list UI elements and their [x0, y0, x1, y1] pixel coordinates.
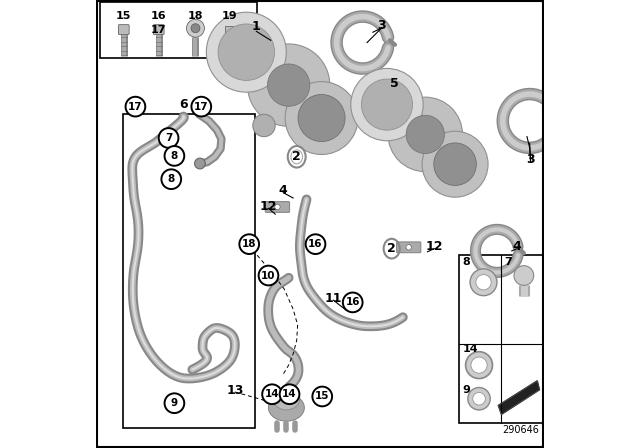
Text: 6: 6 [179, 98, 188, 112]
Text: 17: 17 [150, 25, 166, 35]
Ellipse shape [206, 12, 286, 92]
Text: 18: 18 [188, 11, 203, 21]
Circle shape [275, 204, 280, 210]
Bar [459, 255, 543, 423]
Circle shape [191, 24, 200, 33]
Text: 7: 7 [165, 133, 172, 143]
Text: 7: 7 [504, 257, 513, 267]
Text: 12: 12 [426, 240, 443, 254]
Circle shape [253, 114, 275, 137]
Bar [100, 2, 257, 58]
Text: 15: 15 [315, 392, 330, 401]
Ellipse shape [351, 69, 423, 141]
Text: 15: 15 [116, 11, 131, 21]
Text: 2: 2 [292, 150, 301, 164]
Text: 1: 1 [252, 20, 260, 34]
Text: 13: 13 [226, 383, 244, 397]
FancyBboxPatch shape [118, 25, 129, 34]
Polygon shape [499, 381, 540, 414]
Circle shape [306, 234, 325, 254]
Text: 2: 2 [387, 242, 396, 255]
Circle shape [466, 352, 493, 379]
Text: 4: 4 [279, 184, 287, 198]
Ellipse shape [285, 82, 358, 155]
Ellipse shape [298, 95, 345, 142]
Circle shape [473, 392, 485, 405]
Text: 16: 16 [308, 239, 323, 249]
Circle shape [259, 266, 278, 285]
FancyBboxPatch shape [266, 202, 289, 212]
Circle shape [470, 269, 497, 296]
Ellipse shape [268, 64, 310, 106]
Text: 17: 17 [194, 102, 209, 112]
Circle shape [125, 97, 145, 116]
Circle shape [239, 234, 259, 254]
Text: 18: 18 [242, 239, 257, 249]
Text: 14: 14 [463, 345, 478, 354]
Text: 16: 16 [150, 11, 166, 21]
Circle shape [471, 357, 487, 373]
Text: 14: 14 [265, 389, 280, 399]
Circle shape [262, 384, 282, 404]
Text: 9: 9 [463, 385, 470, 395]
Text: 3: 3 [526, 153, 535, 167]
Text: 12: 12 [260, 200, 277, 213]
Circle shape [514, 266, 534, 285]
FancyBboxPatch shape [154, 25, 164, 34]
Text: 8: 8 [168, 174, 175, 184]
Circle shape [164, 146, 184, 166]
Text: 290646: 290646 [502, 425, 540, 435]
Circle shape [191, 97, 211, 116]
Circle shape [312, 387, 332, 406]
Circle shape [406, 245, 412, 250]
Text: 19: 19 [221, 11, 237, 21]
Ellipse shape [388, 97, 463, 172]
Text: 16: 16 [346, 297, 360, 307]
Ellipse shape [273, 388, 300, 410]
Text: 14: 14 [282, 389, 297, 399]
Text: 10: 10 [261, 271, 276, 280]
Ellipse shape [422, 131, 488, 197]
Ellipse shape [406, 115, 444, 154]
Text: 3: 3 [378, 19, 386, 33]
Circle shape [159, 128, 179, 148]
Text: 8: 8 [171, 151, 178, 161]
FancyBboxPatch shape [225, 26, 234, 34]
Circle shape [186, 19, 204, 37]
Ellipse shape [434, 143, 476, 185]
FancyBboxPatch shape [397, 242, 421, 253]
Circle shape [343, 293, 362, 312]
Circle shape [164, 393, 184, 413]
Ellipse shape [218, 24, 275, 80]
Text: 9: 9 [171, 398, 178, 408]
Circle shape [161, 169, 181, 189]
Ellipse shape [269, 394, 305, 421]
Ellipse shape [248, 44, 330, 126]
Text: 4: 4 [513, 240, 522, 254]
Circle shape [468, 388, 490, 410]
Circle shape [280, 384, 300, 404]
Circle shape [195, 158, 205, 169]
Text: 17: 17 [128, 102, 143, 112]
Bar [123, 114, 255, 428]
Circle shape [476, 275, 491, 290]
Text: 8: 8 [463, 257, 470, 267]
Text: 11: 11 [324, 292, 342, 305]
Text: 5: 5 [390, 77, 398, 90]
Ellipse shape [362, 79, 413, 130]
